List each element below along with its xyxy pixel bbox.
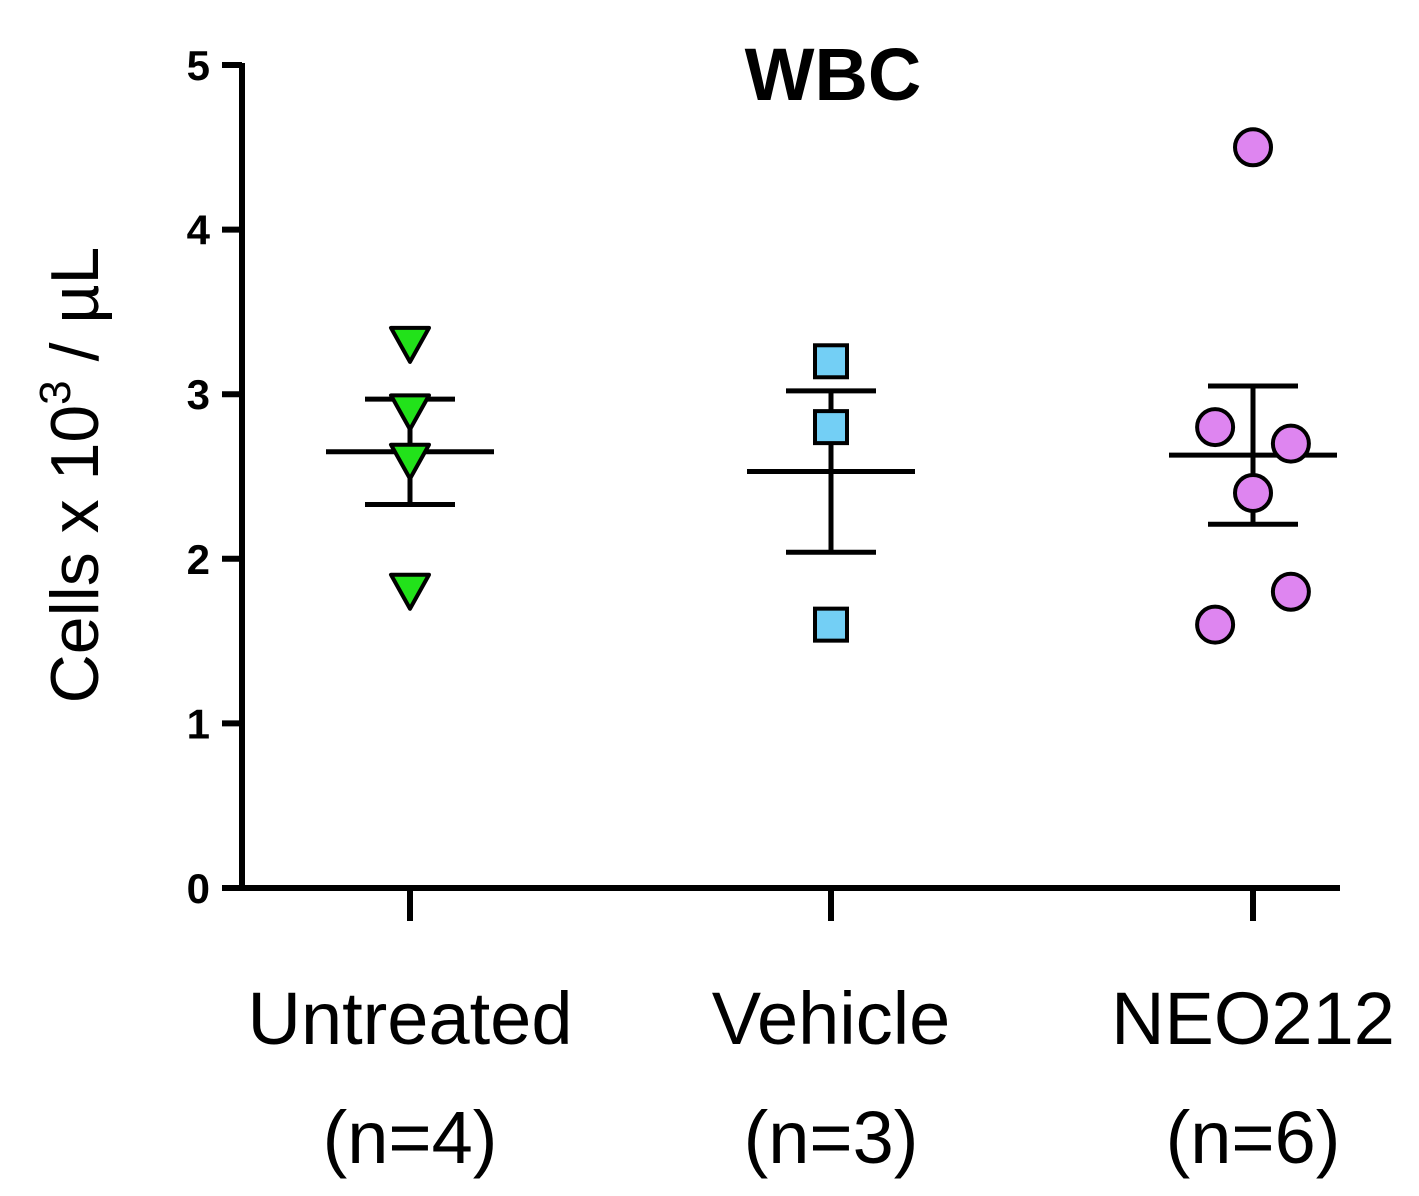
category-label-untreated: Untreated xyxy=(248,977,573,1060)
category-label-vehicle: Vehicle xyxy=(712,977,951,1060)
data-point-untreated-4 xyxy=(389,572,431,611)
data-point-untreated-2 xyxy=(389,393,431,432)
y-axis-label: Cells x 103 / µL xyxy=(31,247,113,704)
data-point-vehicle-2 xyxy=(813,409,849,446)
category-n-label-neo212: (n=6) xyxy=(1166,1096,1341,1179)
y-tick-label-2: 2 xyxy=(187,536,210,583)
y-tick-label-3: 3 xyxy=(187,371,210,418)
data-point-untreated-1 xyxy=(389,325,431,364)
data-point-neo212-6 xyxy=(1195,604,1236,645)
y-tick-label-1: 1 xyxy=(187,700,210,747)
y-tick-label-4: 4 xyxy=(187,207,211,254)
category-label-neo212: NEO212 xyxy=(1111,977,1395,1060)
category-n-label-untreated: (n=4) xyxy=(323,1096,498,1179)
data-point-untreated-3 xyxy=(389,442,431,481)
category-n-label-vehicle: (n=3) xyxy=(744,1096,919,1179)
data-points-group xyxy=(389,127,1311,645)
x-ticks-group xyxy=(407,891,1256,921)
data-point-neo212-2 xyxy=(1195,407,1236,448)
y-tick-label-0: 0 xyxy=(187,865,210,912)
y-axis-label-unit: / µL xyxy=(37,247,113,381)
data-point-vehicle-3 xyxy=(813,606,849,643)
data-point-neo212-1 xyxy=(1233,127,1273,168)
data-point-vehicle-1 xyxy=(813,343,849,380)
data-point-neo212-3 xyxy=(1270,423,1311,464)
y-tick-label-5: 5 xyxy=(187,42,210,89)
chart-title: WBC xyxy=(745,33,922,116)
category-labels-group: Untreated (n=4) Vehicle (n=3) NEO212 (n=6) xyxy=(248,977,1395,1179)
y-axis-label-superscript: 3 xyxy=(31,380,80,404)
y-ticks-group: 0 1 2 3 4 5 xyxy=(187,42,242,912)
data-point-neo212-5 xyxy=(1270,571,1311,612)
y-axis-label-base: Cells x 10 xyxy=(37,405,113,704)
data-point-neo212-4 xyxy=(1233,472,1273,513)
